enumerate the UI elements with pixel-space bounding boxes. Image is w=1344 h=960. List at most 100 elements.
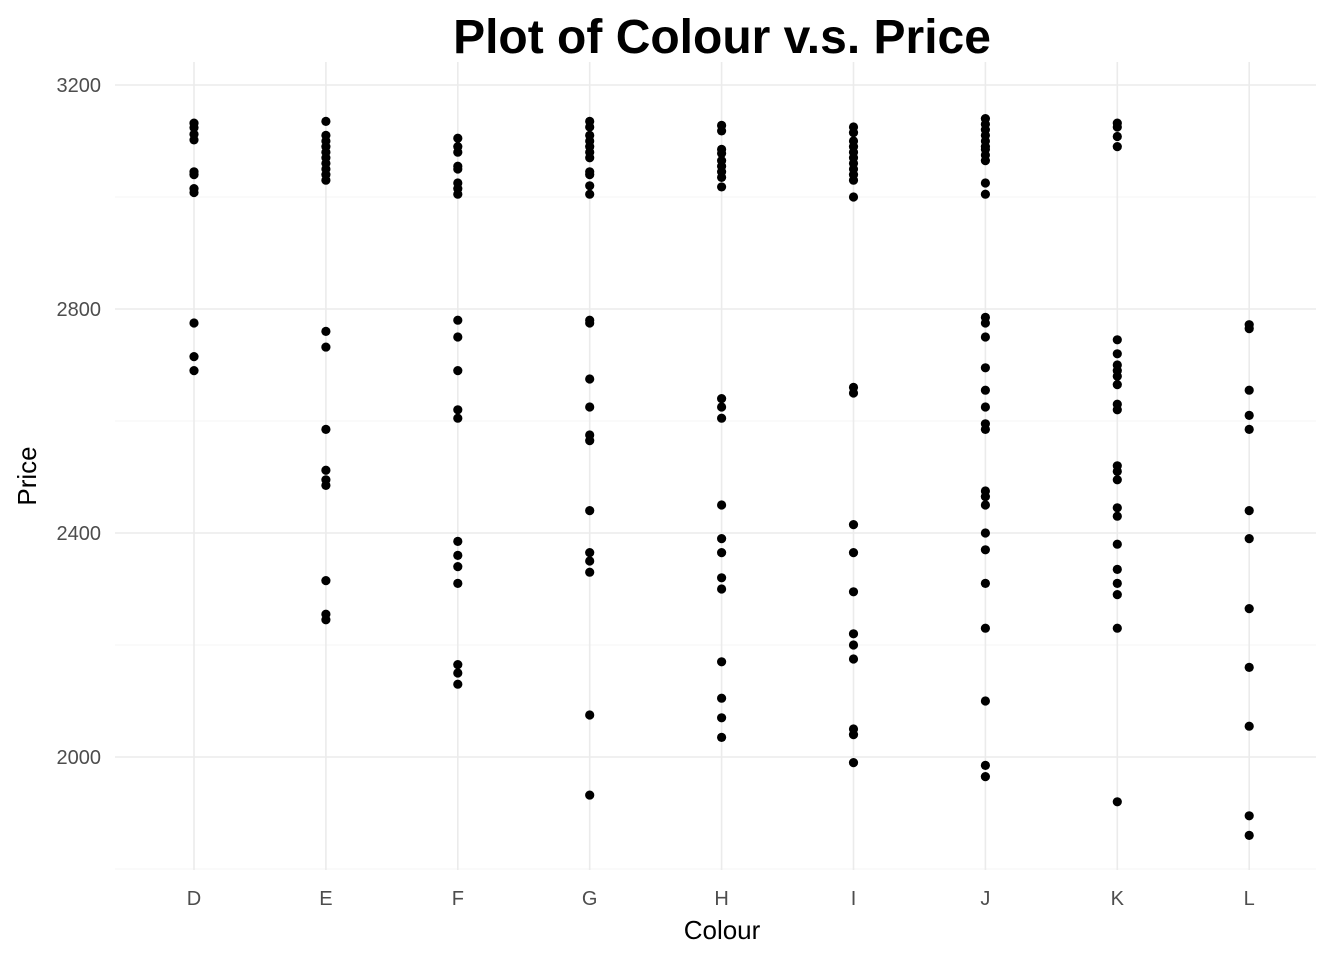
data-point — [980, 578, 991, 589]
data-point — [848, 128, 859, 138]
y-axis-title: Price — [12, 446, 42, 505]
data-point — [1112, 405, 1122, 415]
data-point — [585, 189, 595, 199]
data-point — [453, 550, 463, 561]
data-point — [453, 405, 463, 415]
data-point — [1112, 511, 1122, 521]
data-point — [321, 175, 331, 185]
data-point — [1112, 349, 1122, 359]
grid-lines — [115, 62, 1316, 870]
data-point — [321, 615, 331, 625]
data-point — [717, 413, 727, 423]
data-point — [848, 629, 859, 639]
data-point — [848, 548, 859, 558]
data-point — [1244, 324, 1254, 334]
data-point — [321, 326, 331, 336]
data-point — [453, 413, 463, 423]
data-point — [717, 548, 727, 558]
data-point — [1244, 811, 1254, 821]
x-tick-label: G — [582, 888, 598, 910]
data-point — [717, 584, 727, 594]
data-point — [848, 654, 859, 664]
data-point — [717, 126, 727, 136]
data-point — [585, 374, 595, 384]
data-point — [717, 500, 727, 510]
data-point — [453, 133, 463, 143]
y-axis-ticks: 2000 2400 2800 3200 — [57, 75, 102, 769]
data-point — [717, 148, 727, 158]
data-point — [585, 567, 595, 577]
data-point — [585, 181, 595, 191]
y-tick-label: 2800 — [57, 299, 102, 321]
data-point — [848, 730, 859, 740]
data-point — [189, 170, 199, 180]
data-point — [189, 135, 199, 145]
data-point — [1244, 385, 1254, 395]
data-point — [321, 480, 331, 490]
data-point — [585, 710, 595, 720]
data-point — [980, 772, 991, 782]
data-point — [453, 315, 463, 325]
data-point — [980, 385, 991, 395]
data-point — [980, 500, 991, 510]
data-point — [585, 170, 595, 180]
data-point — [980, 545, 991, 555]
data-point — [321, 342, 331, 352]
data-point — [321, 424, 331, 434]
x-axis-title: Colour — [684, 915, 761, 945]
y-tick-label: 2000 — [57, 747, 102, 769]
data-point — [1244, 721, 1254, 731]
data-point — [453, 679, 463, 689]
data-point — [717, 172, 727, 182]
data-point — [1112, 142, 1122, 152]
data-point — [453, 147, 463, 157]
x-tick-label: L — [1244, 888, 1255, 910]
data-point — [585, 556, 595, 566]
data-point — [1244, 662, 1254, 673]
data-point — [980, 424, 991, 434]
data-point — [717, 394, 727, 404]
data-point — [1244, 604, 1254, 614]
y-tick-label: 2400 — [57, 523, 102, 545]
data-point — [453, 332, 463, 342]
data-point — [980, 760, 991, 771]
data-point — [1112, 503, 1122, 513]
data-point — [585, 153, 595, 163]
data-point — [1112, 335, 1122, 345]
x-tick-label: I — [851, 888, 857, 910]
data-point — [1112, 466, 1122, 476]
data-point — [980, 156, 991, 166]
chart-title: Plot of Colour v.s. Price — [453, 11, 991, 64]
data-point — [980, 696, 991, 706]
data-points — [189, 114, 1254, 841]
data-point — [189, 352, 199, 362]
data-point — [189, 366, 199, 376]
data-point — [980, 178, 991, 188]
data-point — [1244, 410, 1254, 420]
data-point — [980, 332, 991, 342]
data-point — [717, 534, 727, 544]
data-point — [980, 402, 991, 412]
data-point — [1112, 590, 1122, 600]
data-point — [1112, 578, 1122, 589]
data-point — [585, 318, 595, 328]
x-tick-label: E — [319, 888, 332, 910]
data-point — [453, 660, 463, 670]
x-tick-label: F — [452, 888, 464, 910]
data-point — [321, 576, 331, 586]
data-point — [1112, 564, 1122, 575]
data-point — [980, 318, 991, 328]
data-point — [1244, 534, 1254, 544]
data-point — [717, 182, 727, 192]
data-point — [1112, 539, 1122, 549]
data-point — [585, 548, 595, 558]
data-point — [453, 536, 463, 547]
data-point — [585, 790, 595, 800]
data-point — [1112, 122, 1122, 132]
x-tick-label: J — [980, 888, 990, 910]
data-point — [717, 657, 727, 667]
data-point — [1244, 830, 1254, 841]
x-tick-label: K — [1111, 888, 1125, 910]
data-point — [848, 520, 859, 530]
